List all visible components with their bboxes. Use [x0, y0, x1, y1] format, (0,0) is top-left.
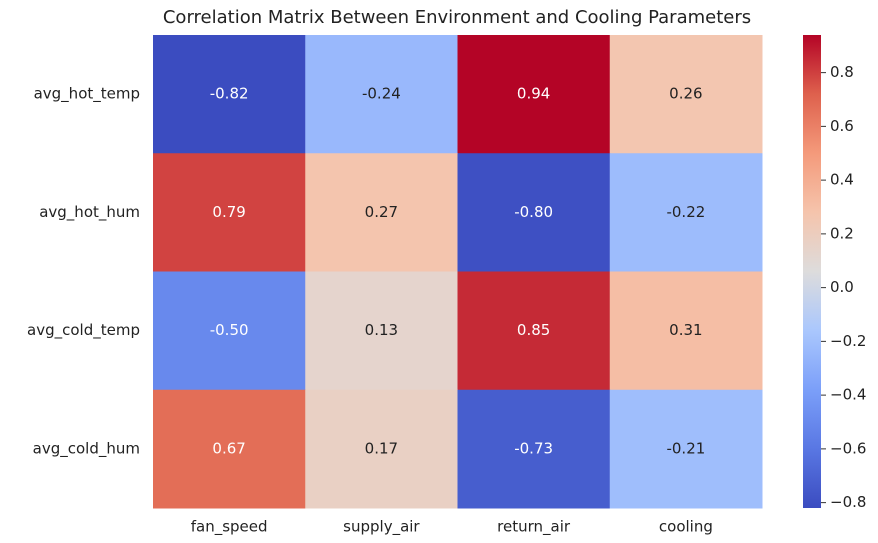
colorbar-tick-label: −0.6: [830, 439, 866, 457]
y-tick-label: avg_hot_hum: [39, 203, 140, 222]
cell: [153, 153, 306, 272]
x-tick-label: fan_speed: [191, 518, 268, 537]
cell-label: 0.67: [212, 439, 245, 457]
cell: [305, 271, 458, 391]
colorbar-tick-label: −0.2: [830, 332, 866, 350]
cell: [609, 271, 763, 391]
chart-title: Correlation Matrix Between Environment a…: [163, 7, 751, 28]
cell: [153, 271, 306, 391]
cell-label: 0.26: [669, 85, 702, 103]
y-tick-label: avg_hot_temp: [34, 85, 140, 104]
cell-label: 0.94: [517, 85, 550, 103]
x-tick-label: return_air: [497, 518, 571, 537]
cell: [457, 271, 611, 391]
cell-label: -0.73: [514, 439, 553, 457]
colorbar-tick-label: 0.0: [830, 278, 854, 296]
x-tick-label: cooling: [659, 518, 713, 536]
cell-label: 0.79: [212, 203, 245, 221]
cell: [609, 389, 763, 509]
colorbar-tick-label: 0.6: [830, 117, 854, 135]
cell: [457, 35, 611, 154]
cell-label: -0.24: [362, 85, 401, 103]
cell-label: 0.85: [517, 321, 550, 339]
cell: [305, 153, 458, 272]
cell: [609, 35, 763, 154]
cell: [153, 35, 306, 154]
cell: [153, 389, 306, 509]
cell-label: -0.22: [666, 203, 705, 221]
cell-label: 0.31: [669, 321, 702, 339]
x-tick-label: supply_air: [343, 518, 420, 537]
colorbar: [803, 35, 821, 508]
cell-label: -0.82: [210, 85, 249, 103]
cell-label: 0.17: [365, 439, 398, 457]
colorbar-tick-label: −0.4: [830, 386, 866, 404]
cell-label: 0.13: [365, 321, 398, 339]
colorbar-tick-label: 0.2: [830, 224, 854, 242]
cell: [457, 389, 611, 509]
y-tick-label: avg_cold_hum: [33, 439, 140, 458]
cell: [609, 153, 763, 272]
cell-label: -0.80: [514, 203, 553, 221]
cell-label: 0.27: [365, 203, 398, 221]
cell: [457, 153, 611, 272]
colorbar-tick-label: −0.8: [830, 493, 866, 511]
y-tick-label: avg_cold_temp: [27, 321, 140, 340]
colorbar-tick-label: 0.8: [830, 63, 854, 81]
cell: [305, 35, 458, 154]
colorbar-tick-label: 0.4: [830, 171, 854, 189]
cell: [305, 389, 458, 509]
cell-label: -0.50: [210, 321, 249, 339]
cell-label: -0.21: [666, 439, 705, 457]
